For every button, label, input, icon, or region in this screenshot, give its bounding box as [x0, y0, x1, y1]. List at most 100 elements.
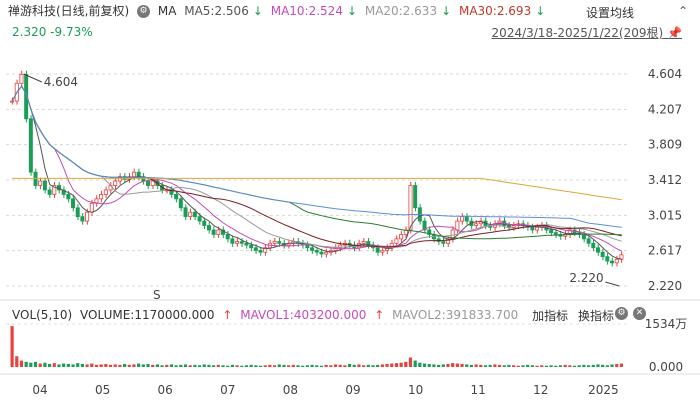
candle-body	[614, 258, 619, 264]
volume-bar	[319, 365, 324, 367]
volume-bar	[577, 365, 581, 367]
date-range-text: 2024/3/18-2025/1/22(209根)	[491, 26, 664, 40]
candle-body	[249, 244, 254, 249]
candle-body	[366, 241, 371, 246]
candle-body	[361, 241, 366, 244]
candle-body	[422, 220, 427, 231]
pin-icon[interactable]: 📌	[667, 26, 682, 40]
x-tick-label: 05	[95, 383, 110, 397]
volume-bar	[619, 363, 623, 367]
volume-bar	[113, 364, 117, 367]
volume-bar	[572, 365, 577, 367]
arrow-down-icon: ↓	[252, 4, 263, 18]
volume-bar	[591, 364, 595, 367]
volume-bar	[118, 364, 122, 367]
volume-bar	[615, 363, 619, 367]
y-tick-label: 3.809	[648, 138, 682, 152]
volume-bar	[226, 365, 230, 367]
stock-name[interactable]: 禅游科技(日线,前复权)	[8, 4, 130, 18]
x-tick-label: 2025	[588, 383, 619, 397]
volume-bar	[338, 364, 342, 367]
volume-bar	[174, 365, 178, 367]
volume-bar	[47, 363, 52, 367]
volume-bar	[366, 364, 370, 367]
volume-bar	[329, 365, 333, 367]
volume-bar	[427, 363, 431, 367]
candle-body	[460, 216, 465, 222]
ma250-line	[12, 177, 622, 201]
y-tick-label: 2.617	[648, 244, 682, 258]
candle-body	[530, 226, 535, 231]
y-tick-label: 3.412	[648, 173, 682, 187]
volume-bar	[535, 365, 539, 367]
candle-body	[169, 189, 174, 195]
volume-bar	[38, 363, 42, 367]
volume-bar	[202, 364, 206, 367]
ma10-value: MA10:2.524	[270, 4, 343, 18]
volume-bar	[347, 363, 352, 367]
volume-bar	[24, 361, 28, 367]
candle-body	[183, 207, 188, 218]
volume-bar	[521, 365, 525, 367]
candle-body	[553, 232, 558, 235]
candle-body	[535, 226, 540, 231]
ma30-value: MA30:2.693	[458, 4, 532, 18]
candle-body	[75, 207, 80, 218]
volume-tick-label: 1534万	[645, 317, 688, 331]
candle-body	[188, 211, 193, 218]
volume-bar	[179, 364, 183, 367]
candle-body	[244, 242, 249, 246]
chevron-up-icon[interactable]: ⌃	[677, 4, 688, 18]
chart-header: 禅游科技(日线,前复权) ⚙ MA MA5:2.506 ↓ MA10:2.524 ↓…	[8, 3, 549, 19]
candle-body	[474, 223, 479, 226]
volume-bar	[19, 360, 24, 367]
date-range[interactable]: 2024/3/18-2025/1/22(209根) 📌	[492, 24, 682, 41]
volume-bar	[512, 365, 516, 367]
gear-icon[interactable]: ⚙	[615, 307, 628, 320]
gear-icon[interactable]: ⚙	[137, 5, 151, 18]
volume-bar	[66, 363, 70, 367]
vol-value: VOLUME:1170000.000	[80, 308, 215, 322]
candle-body	[408, 185, 413, 231]
volume-bar	[483, 365, 488, 367]
volume-bar	[122, 363, 127, 367]
candle-body	[591, 242, 596, 249]
volume-bar	[554, 365, 558, 367]
candle-body	[47, 189, 52, 195]
candle-body	[333, 247, 338, 251]
high-pointer	[23, 73, 42, 83]
volume-bar	[362, 365, 366, 367]
candle-body	[375, 247, 380, 253]
candle-body	[263, 247, 268, 253]
volume-bar	[446, 363, 450, 367]
candle-body	[202, 220, 207, 226]
ma5-value: MA5:2.506	[184, 4, 249, 18]
volume-bar	[601, 364, 605, 367]
ma30-line	[11, 85, 622, 248]
volume-bar	[305, 365, 309, 367]
candle-body	[600, 251, 605, 258]
close-icon[interactable]: ✕	[633, 307, 646, 320]
ma-settings-button[interactable]: 设置均线	[585, 6, 634, 20]
volume-bar	[469, 364, 474, 367]
volume-bar	[343, 365, 347, 367]
candle-body	[19, 73, 24, 84]
arrow-down-icon: ↓	[346, 4, 358, 18]
candle-body	[174, 194, 179, 200]
volume-bar	[549, 365, 553, 367]
volume-bar	[52, 363, 56, 367]
volume-bar	[90, 363, 94, 367]
candle-body	[52, 185, 57, 195]
y-tick-label: 4.207	[648, 102, 682, 116]
volume-bar	[272, 365, 277, 367]
volume-bar	[437, 364, 441, 367]
candle-body	[511, 225, 516, 228]
candle-body	[272, 241, 277, 244]
volume-bar	[544, 365, 549, 367]
add-indicator-button[interactable]: 加指标	[532, 309, 569, 323]
candle-body	[394, 238, 399, 244]
candle-body	[549, 229, 554, 234]
volume-bar	[357, 364, 361, 367]
candle-body	[277, 241, 282, 244]
switch-indicator-button[interactable]: 换指标	[577, 309, 614, 323]
